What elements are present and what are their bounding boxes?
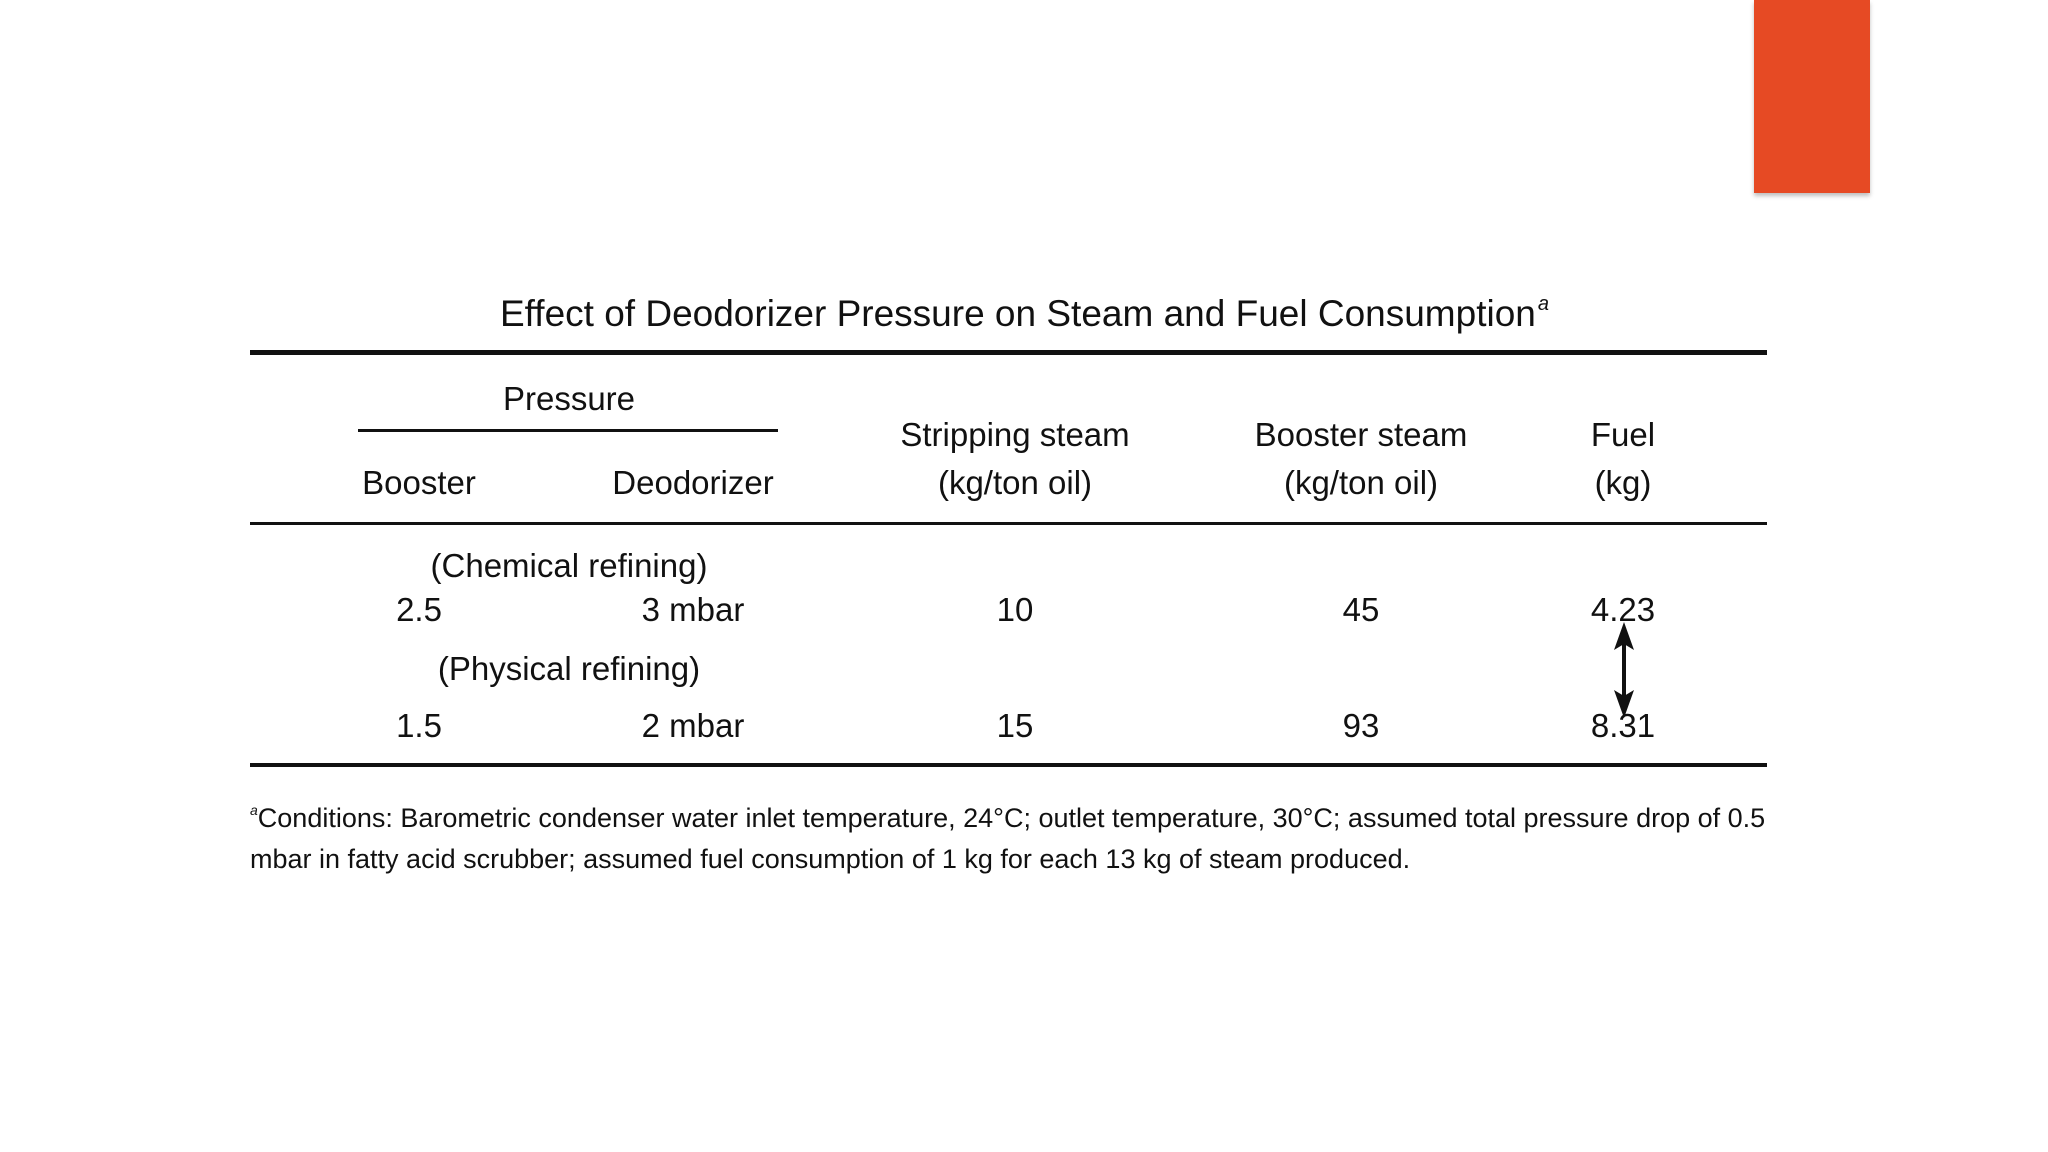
pressure-group-header: Pressure: [502, 380, 636, 417]
column-header-fuel-line2: (kg): [1594, 464, 1652, 501]
column-header-booster-steam-line2: (kg/ton oil): [1283, 464, 1439, 501]
column-header-booster-steam-line1: Booster steam: [1254, 416, 1468, 453]
table-top-rule: [250, 350, 1767, 355]
row-chemical-fuel: 4.23: [1590, 591, 1656, 628]
section-label-physical: (Physical refining): [437, 650, 701, 687]
row-physical-deodorizer: 2 mbar: [641, 707, 745, 744]
row-physical-stripping-steam: 15: [996, 707, 1034, 744]
accent-bar: [1754, 0, 1870, 193]
row-chemical-deodorizer: 3 mbar: [641, 591, 745, 628]
table-title-text: Effect of Deodorizer Pressure on Steam a…: [500, 293, 1536, 334]
table-title: Effect of Deodorizer Pressure on Steam a…: [500, 278, 1620, 340]
column-header-booster-steam: Booster steam (kg/ton oil): [1255, 411, 1468, 507]
column-header-booster: Booster: [362, 464, 476, 501]
pressure-group-rule: [358, 429, 778, 432]
double-headed-arrow-icon: [1614, 622, 1634, 718]
row-chemical-booster: 2.5: [396, 591, 442, 628]
column-header-fuel-line1: Fuel: [1590, 416, 1656, 453]
table-bottom-rule: [250, 763, 1767, 767]
row-physical-booster: 1.5: [396, 707, 442, 744]
table-header-rule: [250, 522, 1767, 525]
column-header-deodorizer: Deodorizer: [612, 464, 774, 501]
footnote-text: Conditions: Barometric condenser water i…: [250, 803, 1766, 874]
column-header-stripping-steam-line2: (kg/ton oil): [937, 464, 1093, 501]
table-footnote: aConditions: Barometric condenser water …: [250, 790, 1770, 880]
row-chemical-stripping-steam: 10: [996, 591, 1034, 628]
row-chemical-booster-steam: 45: [1342, 591, 1380, 628]
column-header-stripping-steam-line1: Stripping steam: [900, 416, 1130, 453]
column-header-fuel: Fuel (kg): [1591, 411, 1655, 507]
footnote-marker: a: [250, 802, 258, 818]
row-physical-booster-steam: 93: [1342, 707, 1380, 744]
title-note-marker: a: [1537, 293, 1549, 315]
section-label-chemical: (Chemical refining): [430, 547, 708, 584]
column-header-stripping-steam: Stripping steam (kg/ton oil): [900, 411, 1129, 507]
